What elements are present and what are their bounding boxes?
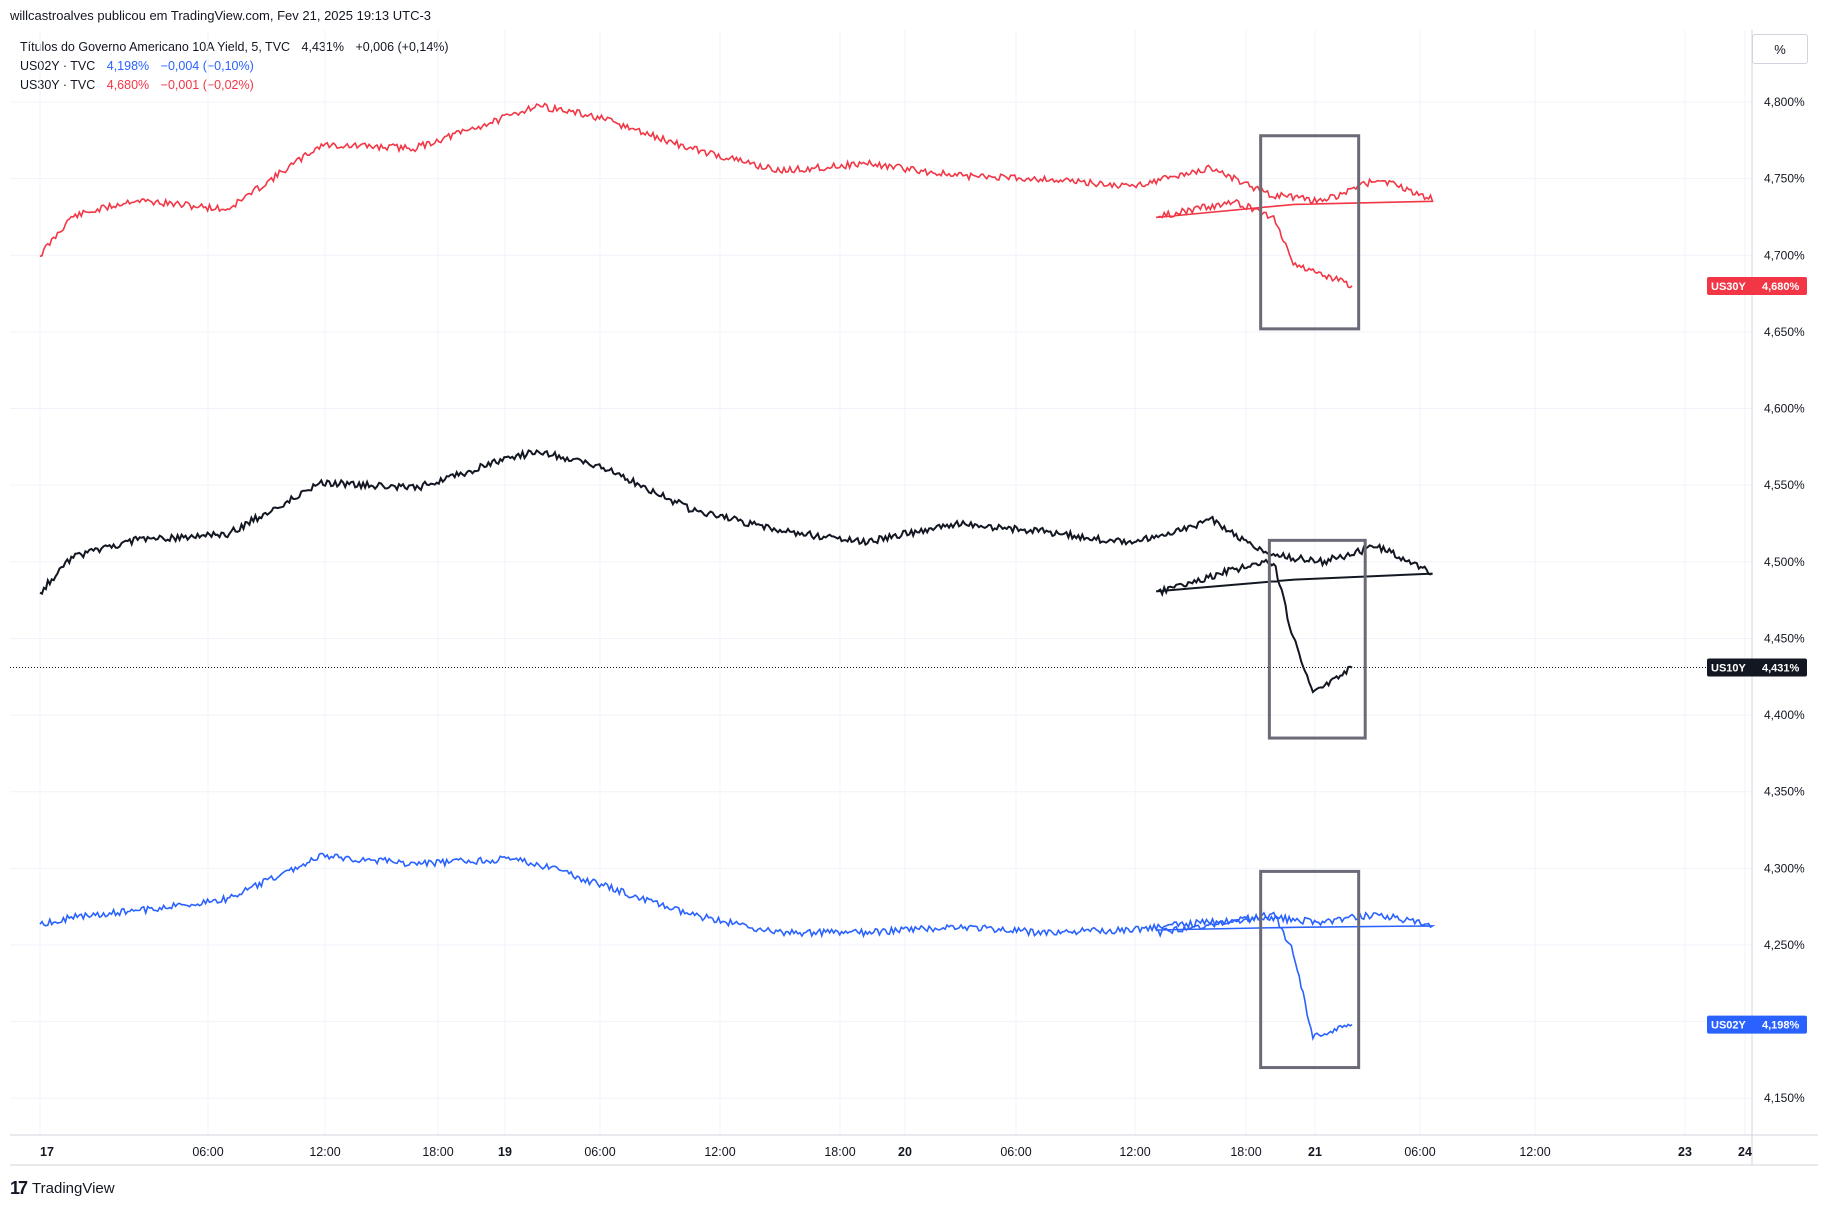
axis-price-label-us30y: US30Y 4,680% — [1707, 276, 1807, 295]
legend-symbol: US30Y · TVC — [20, 78, 96, 92]
x-tick-label: 06:00 — [192, 1145, 223, 1159]
x-tick-label: 20 — [898, 1145, 912, 1159]
x-tick-label: 12:00 — [704, 1145, 735, 1159]
y-tick-label: 4,350% — [1764, 785, 1805, 799]
footer-brand: 17 TradingView — [10, 1178, 115, 1199]
legend-value: 4,431% — [301, 40, 344, 54]
legend-value: 4,680% — [106, 78, 150, 92]
legend-symbol: Títulos do Governo Americano 10A Yield, … — [20, 40, 291, 54]
axis-price-label-us02y: US02Y 4,198% — [1707, 1015, 1807, 1034]
x-tick-label: 12:00 — [1119, 1145, 1150, 1159]
legend-row-us30y[interactable]: US30Y · TVC 4,680% −0,001 (−0,02%) — [20, 76, 449, 95]
scale-unit-button[interactable]: % — [1752, 34, 1808, 64]
x-tick-label: 06:00 — [1000, 1145, 1031, 1159]
y-tick-label: 4,400% — [1764, 708, 1805, 722]
x-tick-label: 23 — [1678, 1145, 1692, 1159]
y-tick-label: 4,550% — [1764, 478, 1805, 492]
x-tick-label: 18:00 — [422, 1145, 453, 1159]
y-tick-label: 4,450% — [1764, 631, 1805, 645]
series-line-us02y — [39, 852, 1436, 1042]
axis-label-value: 4,680% — [1762, 281, 1800, 293]
annotation-rectangle-us30y — [1259, 134, 1361, 331]
annotation-rectangle-us10y — [1267, 538, 1367, 740]
legend-change: −0,001 (−0,02%) — [160, 78, 254, 92]
publisher-text: willcastroalves publicou em TradingView.… — [10, 8, 432, 23]
x-tick-label: 12:00 — [309, 1145, 340, 1159]
series-line-us10y — [39, 448, 1433, 694]
legend-change: +0,006 (+0,14%) — [355, 40, 449, 54]
y-tick-label: 4,650% — [1764, 325, 1805, 339]
axis-price-label-us10y: US10Y 4,431% — [1707, 658, 1807, 677]
y-tick-label: 4,700% — [1764, 248, 1805, 262]
legend-symbol: US02Y · TVC — [20, 59, 96, 73]
annotation-rectangle-us02y — [1259, 869, 1361, 1070]
y-tick-label: 4,500% — [1764, 555, 1805, 569]
legend-row-us02y[interactable]: US02Y · TVC 4,198% −0,004 (−0,10%) — [20, 57, 449, 76]
axis-label-value: 4,198% — [1762, 1020, 1800, 1032]
x-tick-label: 06:00 — [584, 1145, 615, 1159]
x-tick-label: 24 — [1738, 1145, 1752, 1159]
axis-label-value: 4,431% — [1762, 663, 1800, 675]
axis-label-symbol: US10Y — [1711, 663, 1747, 675]
y-tick-label: 4,750% — [1764, 172, 1805, 186]
legend-row-us10y[interactable]: Títulos do Governo Americano 10A Yield, … — [20, 38, 449, 57]
y-tick-label: 4,600% — [1764, 402, 1805, 416]
legend-change: −0,004 (−0,10%) — [160, 59, 254, 73]
y-tick-label: 4,150% — [1764, 1091, 1805, 1105]
y-tick-label: 4,250% — [1764, 938, 1805, 952]
x-tick-label: 18:00 — [824, 1145, 855, 1159]
axis-label-symbol: US30Y — [1711, 281, 1747, 293]
x-tick-label: 12:00 — [1519, 1145, 1550, 1159]
tradingview-logo-icon: 17 — [10, 1178, 28, 1198]
x-tick-label: 18:00 — [1230, 1145, 1261, 1159]
series-line-us30y — [39, 102, 1434, 289]
y-tick-label: 4,300% — [1764, 861, 1805, 875]
legend-value: 4,198% — [106, 59, 150, 73]
x-tick-label: 21 — [1308, 1145, 1322, 1159]
legend: Títulos do Governo Americano 10A Yield, … — [20, 38, 449, 95]
x-tick-label: 06:00 — [1404, 1145, 1435, 1159]
y-tick-label: 4,800% — [1764, 95, 1805, 109]
footer-brand-label: TradingView — [32, 1180, 115, 1197]
x-tick-label: 17 — [40, 1145, 54, 1159]
grid — [10, 30, 1752, 1135]
axis-label-symbol: US02Y — [1711, 1020, 1747, 1032]
x-tick-label: 19 — [498, 1145, 512, 1159]
